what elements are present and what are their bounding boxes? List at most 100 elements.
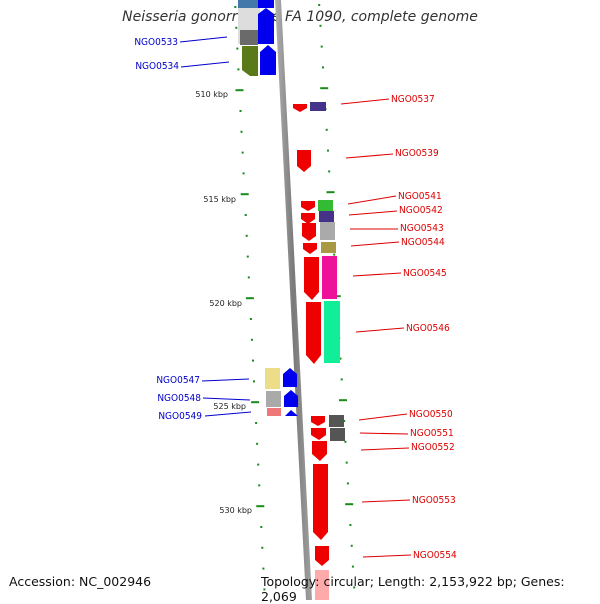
leader-ngo0534: [180, 61, 230, 68]
gene-ngo0554-block[interactable]: [315, 570, 329, 600]
gene-ngo0537[interactable]: [293, 102, 326, 112]
tick-mark: [345, 461, 348, 464]
tick-mark: [320, 45, 323, 48]
gene-ngo0545-block[interactable]: [322, 256, 337, 299]
tick-mark: [262, 567, 265, 570]
gene-ngo0542-arrow[interactable]: [301, 213, 315, 224]
label-ngo0546[interactable]: NGO0546: [406, 323, 450, 334]
label-ngo0552[interactable]: NGO0552: [411, 442, 455, 453]
gene-ngo0534-block[interactable]: [242, 46, 258, 76]
gene-ngo0543[interactable]: [302, 222, 335, 241]
gene-ngo0543-arrow[interactable]: [302, 223, 316, 241]
label-ngo0550[interactable]: NGO0550: [409, 409, 453, 420]
label-ngo0541[interactable]: NGO0541: [398, 191, 442, 202]
gene-ngo0533-block-color[interactable]: [240, 30, 258, 45]
gene-ngo0544[interactable]: [303, 242, 336, 254]
gene-ngo0544-arrow[interactable]: [303, 243, 317, 254]
tick-mark: [319, 24, 322, 27]
gene-ngo0546-arrow[interactable]: [306, 302, 321, 364]
position-ticks: [234, 4, 356, 591]
right-leader-lines: [340, 98, 412, 558]
label-ngo0551[interactable]: NGO0551: [410, 428, 454, 439]
gene-ngo0543-block[interactable]: [320, 222, 335, 240]
gene-ngo0547[interactable]: [265, 368, 297, 389]
gene-ngo0541-block[interactable]: [318, 200, 333, 211]
tick-mark: [235, 89, 244, 92]
gene-ngo0553-arrow[interactable]: [313, 464, 328, 540]
leader-ngo0553: [361, 499, 411, 503]
tick-mark: [343, 420, 346, 422]
gene-ngo0549-arrow[interactable]: [285, 410, 298, 416]
gene-ngo0533[interactable]: [238, 0, 274, 45]
leader-ngo0542: [348, 210, 398, 216]
gene-ngo0533-arrow-top[interactable]: [258, 0, 274, 8]
gene-ngo0539-arrow[interactable]: [297, 150, 311, 172]
gene-ngo0537-block[interactable]: [310, 102, 326, 111]
gene-ngo0554[interactable]: [315, 546, 329, 600]
tick-mark: [249, 318, 252, 320]
label-ngo0547[interactable]: NGO0547: [156, 375, 200, 386]
leader-ngo0539: [345, 153, 394, 159]
gene-ngo0550[interactable]: [311, 415, 344, 427]
tick-mark: [325, 128, 328, 131]
gene-ngo0550-arrow[interactable]: [311, 416, 325, 426]
leader-ngo0544: [350, 241, 400, 247]
gene-ngo0553[interactable]: [313, 464, 328, 540]
label-ngo0543[interactable]: NGO0543: [400, 223, 444, 234]
gene-ngo0545-arrow[interactable]: [304, 257, 319, 300]
tick-mark: [252, 359, 254, 362]
label-ngo0533[interactable]: NGO0533: [134, 37, 178, 48]
tick-mark: [257, 463, 260, 466]
gene-ngo0548-block[interactable]: [266, 391, 281, 407]
gene-ngo0548-arrow[interactable]: [284, 390, 298, 407]
tick-mark: [246, 255, 249, 258]
gene-ngo0541[interactable]: [301, 200, 333, 211]
label-ngo0548[interactable]: NGO0548: [157, 393, 201, 404]
gene-ngo0533-block-top[interactable]: [238, 0, 260, 8]
gene-ngo0547-block[interactable]: [265, 368, 280, 389]
scale-label-525: 525 kbp: [213, 402, 246, 411]
gene-ngo0545[interactable]: [304, 256, 337, 300]
gene-ngo0549[interactable]: [267, 408, 298, 416]
gene-ngo0552[interactable]: [312, 441, 327, 461]
gene-ngo0544-block[interactable]: [321, 242, 336, 253]
label-ngo0554[interactable]: NGO0554: [413, 550, 457, 561]
label-ngo0545[interactable]: NGO0545: [403, 268, 447, 279]
gene-ngo0534[interactable]: [242, 45, 276, 76]
gene-ngo0549-block[interactable]: [267, 408, 281, 416]
gene-ngo0542[interactable]: [301, 211, 334, 224]
tick-mark: [326, 191, 335, 194]
gene-ngo0537-arrow[interactable]: [293, 104, 307, 112]
leader-ngo0537: [340, 98, 390, 105]
label-ngo0542[interactable]: NGO0542: [399, 205, 443, 216]
gene-ngo0551[interactable]: [311, 428, 345, 441]
gene-ngo0534-arrow[interactable]: [260, 45, 276, 75]
label-ngo0537[interactable]: NGO0537: [391, 94, 435, 105]
tick-mark: [251, 401, 260, 404]
gene-ngo0551-arrow[interactable]: [311, 428, 326, 440]
gene-ngo0546[interactable]: [306, 301, 340, 364]
gene-ngo0554-arrow[interactable]: [315, 546, 329, 566]
tick-mark: [234, 6, 237, 8]
label-ngo0544[interactable]: NGO0544: [401, 237, 445, 248]
gene-ngo0547-arrow[interactable]: [283, 368, 297, 387]
gene-ngo0550-block[interactable]: [329, 415, 344, 427]
gene-ngo0533-arrow[interactable]: [258, 8, 274, 44]
tick-mark: [245, 297, 254, 300]
leader-ngo0554: [362, 554, 412, 558]
gene-ngo0541-arrow[interactable]: [301, 201, 315, 211]
gene-ngo0551-block[interactable]: [330, 428, 345, 441]
gene-ngo0542-block[interactable]: [319, 211, 334, 222]
label-ngo0549[interactable]: NGO0549: [158, 411, 202, 422]
label-ngo0534[interactable]: NGO0534: [135, 61, 179, 72]
tick-mark: [260, 526, 263, 528]
label-ngo0539[interactable]: NGO0539: [395, 148, 439, 159]
tick-mark: [239, 110, 242, 112]
gene-ngo0548[interactable]: [266, 390, 298, 407]
label-ngo0553[interactable]: NGO0553: [412, 495, 456, 506]
gene-ngo0552-arrow[interactable]: [312, 441, 327, 461]
gene-ngo0539[interactable]: [297, 150, 311, 172]
gene-ngo0546-block[interactable]: [324, 301, 340, 363]
tick-mark: [346, 482, 349, 485]
